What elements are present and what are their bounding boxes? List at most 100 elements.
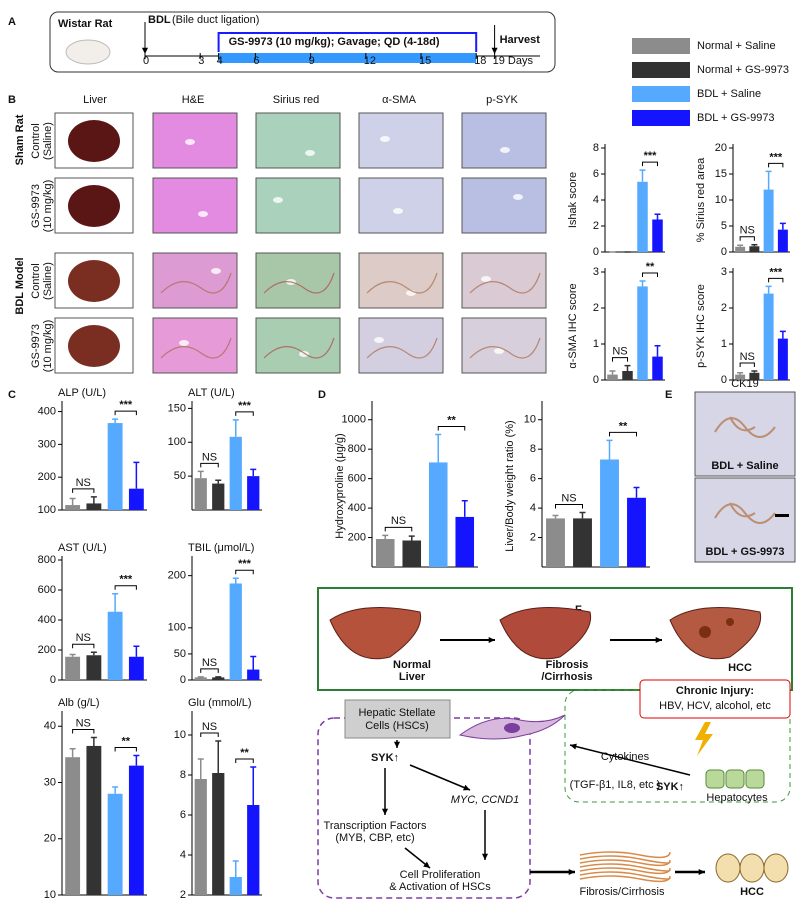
liver-drawing [329, 607, 422, 660]
label: Normal [393, 659, 431, 671]
error-bar [654, 213, 661, 220]
error-bar [779, 222, 786, 230]
y-tick-label: 2 [180, 889, 186, 901]
row-label: GS-9973 [30, 184, 42, 228]
bar [652, 219, 663, 252]
significance-label: *** [119, 574, 133, 586]
bar [86, 655, 102, 680]
error-bar [579, 511, 586, 519]
bar [573, 518, 592, 567]
fibrosis-streak [263, 337, 335, 359]
progression-box [317, 587, 793, 691]
error-bar [408, 535, 415, 541]
chart-title: Glu (mmol/L) [188, 697, 252, 709]
significance-label: NS [561, 492, 576, 504]
y-tick-label: 10 [524, 414, 536, 426]
scale-bar [775, 514, 789, 517]
chart-title: ALT (U/L) [188, 387, 235, 399]
column-header: Liver [83, 94, 107, 106]
significance-label: NS [202, 451, 217, 463]
histology-image [358, 177, 444, 234]
bar [749, 246, 760, 252]
ihc-image [694, 391, 796, 477]
bar [652, 356, 663, 380]
error-bar [232, 419, 239, 437]
y-tick-label: 100 [168, 436, 186, 448]
significance-label: ** [121, 735, 130, 747]
bar [65, 656, 81, 680]
fiber [579, 855, 671, 864]
lightning [695, 722, 713, 756]
bar [600, 459, 619, 567]
ck19-stain [714, 416, 776, 438]
panel-title: CK19 [731, 378, 759, 390]
y-tick-label: 1000 [342, 414, 366, 426]
hsc-box [344, 699, 451, 739]
bar [637, 286, 648, 380]
bar [749, 372, 760, 380]
label: HCC [728, 662, 752, 674]
panel-letter: B [8, 94, 16, 106]
cancer-cell [715, 853, 741, 883]
significance-bracket [609, 431, 637, 437]
y-tick-label: 6 [180, 809, 186, 821]
y-axis-label: p-SYK IHC score [695, 284, 707, 368]
significance-bracket [200, 732, 219, 737]
column-header: Sirius red [273, 94, 319, 106]
vessel [380, 136, 390, 142]
bar [247, 476, 260, 510]
significance-label: NS [76, 717, 91, 729]
y-tick-label: 8 [593, 142, 599, 154]
significance-bracket [642, 272, 658, 277]
error-bar [197, 758, 204, 779]
y-tick-label: 4 [593, 194, 599, 206]
y-tick-label: 1 [593, 338, 599, 350]
liver-drawing [669, 607, 762, 660]
hepatocyte [705, 769, 725, 789]
label: Transcription Factors [324, 820, 427, 832]
vessel [513, 194, 523, 200]
histology-image [255, 177, 341, 234]
error-bar [215, 479, 222, 484]
bar [455, 516, 475, 567]
histology-image [255, 112, 341, 169]
fibrosis-streak [160, 337, 232, 359]
vessel [179, 340, 189, 346]
arrow-head [481, 853, 489, 860]
bar [229, 436, 242, 510]
arrow-head [655, 636, 662, 644]
ihc-image [694, 477, 796, 563]
significance-bracket [200, 668, 219, 673]
histology-image [358, 317, 444, 374]
bar [194, 478, 207, 510]
significance-label: NS [391, 515, 406, 527]
chart-title: AST (U/L) [58, 542, 107, 554]
significance-bracket [612, 357, 628, 362]
image-label: BDL + Saline [711, 460, 778, 472]
group-label: BDL Model [14, 257, 26, 314]
fiber [579, 871, 671, 880]
legend-label: Normal + GS-9973 [697, 64, 789, 76]
significance-label: ** [447, 414, 456, 426]
bar [86, 745, 102, 895]
label: /Cirrhosis [541, 671, 592, 683]
row-label-group: Control (Saline) [30, 122, 54, 160]
panel-letter: C [8, 389, 16, 401]
significance-label: ** [619, 420, 628, 432]
significance-label: *** [119, 399, 133, 411]
error-bar [765, 170, 772, 190]
cancer-cell [739, 853, 765, 883]
bar [763, 189, 774, 252]
error-bar [215, 740, 222, 773]
row-label: GS-9973 [30, 324, 42, 368]
liver [68, 185, 120, 227]
y-tick-label: 8 [530, 443, 536, 455]
fiber [579, 863, 671, 872]
bar [86, 503, 102, 510]
significance-bracket [437, 425, 466, 431]
bar [194, 677, 207, 680]
bar [128, 656, 144, 680]
significance-bracket [114, 410, 137, 416]
y-tick-label: 15 [715, 168, 727, 180]
bar [402, 540, 422, 567]
